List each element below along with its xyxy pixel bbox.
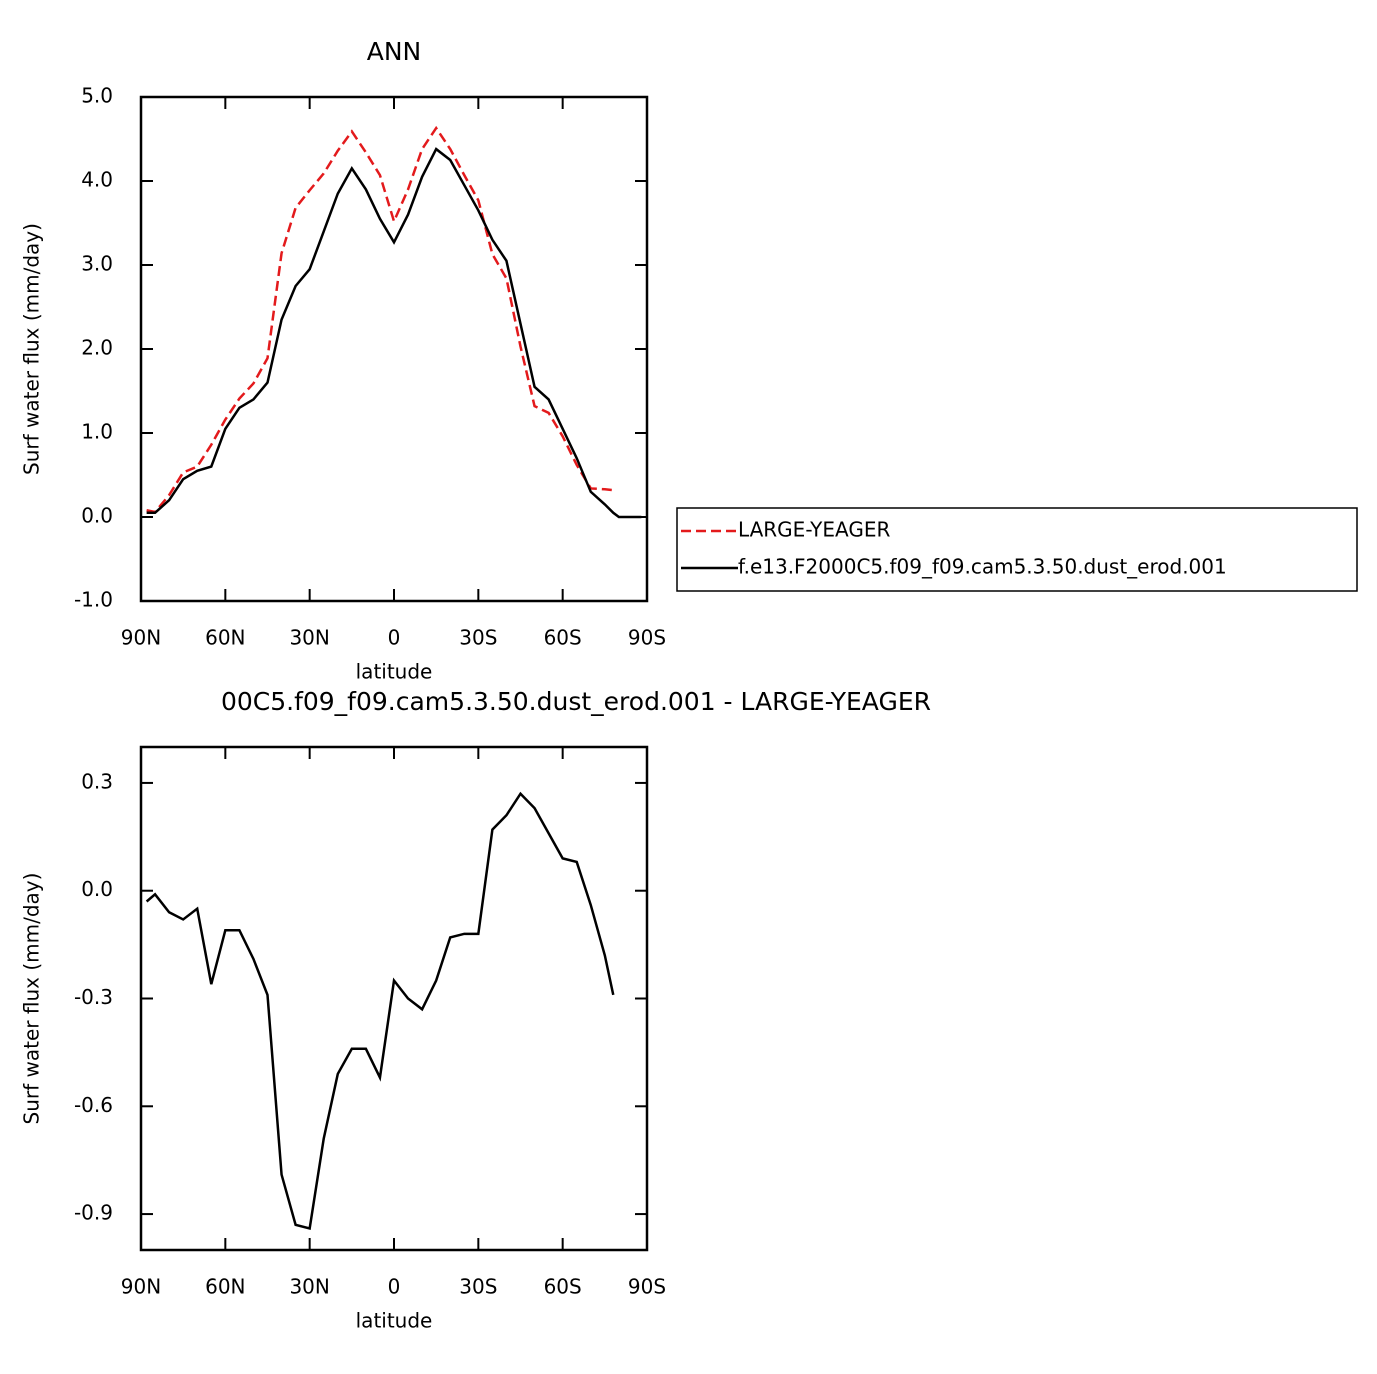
legend-box xyxy=(676,507,1358,592)
y-tick-label: -0.6 xyxy=(74,1093,113,1117)
y-tick-label: 4.0 xyxy=(81,168,113,192)
x-tick-label: 60N xyxy=(205,1275,245,1299)
x-tick-label: 60N xyxy=(205,626,245,650)
x-tick-label: 30N xyxy=(289,626,329,650)
x-tick-label: 30S xyxy=(459,626,497,650)
series-line xyxy=(145,791,615,1230)
y-tick-label: 3.0 xyxy=(81,252,113,276)
y-tick-label: 0.3 xyxy=(81,769,113,793)
y-tick-label: 0.0 xyxy=(81,877,113,901)
y-tick-label: 0.0 xyxy=(81,504,113,528)
series-line xyxy=(146,125,614,514)
plot-frame xyxy=(139,95,649,603)
x-tick-label: 30S xyxy=(459,1275,497,1299)
x-tick-label: 90N xyxy=(121,626,161,650)
legend-label: LARGE-YEAGER xyxy=(738,518,890,542)
x-tick-label: 30N xyxy=(289,1275,329,1299)
y-tick-label: -1.0 xyxy=(74,588,113,612)
chart-title: ANN xyxy=(367,37,422,66)
y-tick-label: 5.0 xyxy=(81,84,113,108)
x-axis-label: latitude xyxy=(356,1309,433,1333)
y-tick-label: 1.0 xyxy=(81,420,113,444)
x-tick-label: 90S xyxy=(628,626,666,650)
x-tick-label: 90N xyxy=(121,1275,161,1299)
x-tick-label: 0 xyxy=(388,626,401,650)
chart-title: 00C5.f09_f09.cam5.3.50.dust_erod.001 - L… xyxy=(221,687,931,716)
x-tick-label: 60S xyxy=(544,1275,582,1299)
series-line xyxy=(146,147,642,519)
legend-label: f.e13.F2000C5.f09_f09.cam5.3.50.dust_ero… xyxy=(738,555,1227,579)
x-tick-label: 90S xyxy=(628,1275,666,1299)
y-tick-label: 2.0 xyxy=(81,336,113,360)
x-tick-label: 60S xyxy=(544,626,582,650)
y-tick-label: -0.9 xyxy=(74,1201,113,1225)
y-tick-label: -0.3 xyxy=(74,985,113,1009)
y-axis-label: Surf water flux (mm/day) xyxy=(20,223,44,475)
x-axis-label: latitude xyxy=(356,660,433,684)
plot-frame xyxy=(139,745,649,1252)
y-axis-label: Surf water flux (mm/day) xyxy=(20,873,44,1125)
x-tick-label: 0 xyxy=(388,1275,401,1299)
